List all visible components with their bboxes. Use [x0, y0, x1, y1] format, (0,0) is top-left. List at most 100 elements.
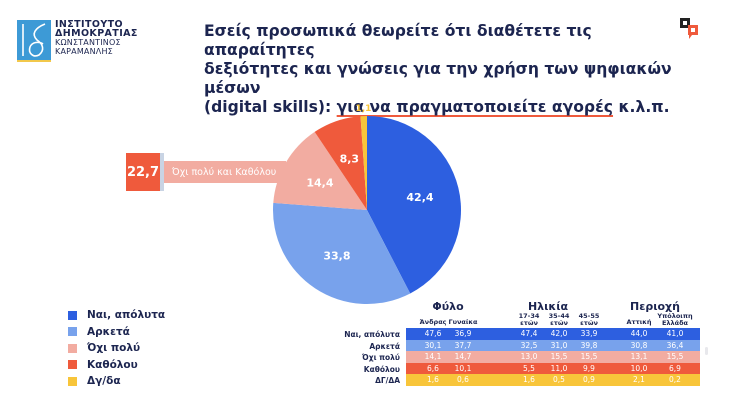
legend-label: Όχι πολύ [87, 342, 141, 355]
callout-divider [160, 153, 164, 191]
table-cell: 47,6 [424, 329, 442, 338]
legend-label: Δγ/δα [87, 375, 121, 388]
pie-slice-label: 33,8 [323, 249, 350, 262]
table-cell: 47,4 [520, 329, 538, 338]
table-row: 1,6 0,6 1,6 0,5 0,9 2,1 0,2 [406, 374, 700, 386]
title-line-3-prefix: (digital skills): [204, 98, 337, 116]
pie-slice-label: 14,4 [306, 177, 333, 190]
row-label: Ναι, απόλυτα [344, 330, 400, 339]
table-cell: 15,5 [666, 352, 684, 362]
column-header: 17-34 ετών [518, 312, 540, 327]
table-cell: 11,0 [550, 363, 568, 373]
pie-slice-label: 1,1 [355, 104, 371, 114]
table-cell: 10,1 [454, 363, 472, 373]
chat-bubbles-icon [680, 18, 700, 40]
legend-swatch-oxi-poly [68, 343, 77, 353]
table-cell: 31,0 [550, 340, 568, 350]
table-cell: 13,1 [630, 352, 648, 362]
legend-swatch-katholou [68, 360, 77, 370]
row-label: Καθόλου [363, 364, 400, 374]
table-cell: 36,4 [666, 340, 684, 350]
table-cell: 1,6 [523, 375, 535, 385]
row-label: Όχι πολύ [362, 353, 400, 363]
legend-swatch-nai [68, 310, 77, 320]
logo-line-4: ΚΑΡΑΜΑΝΛΗΣ [55, 47, 113, 56]
pie-labels: 42,4 33,8 14,4 8,3 1,1 [306, 104, 434, 262]
table-cell: 0,2 [669, 375, 681, 385]
legend-item: Δγ/δα [68, 373, 165, 390]
pie-slice [314, 116, 367, 210]
row-label: Αρκετά [369, 341, 400, 351]
table-cell: 0,6 [457, 375, 469, 385]
table-cell: 30,1 [424, 340, 442, 350]
logo-line-1: ΙΝΣΤΙΤΟΥΤΟ [55, 19, 123, 30]
table-row: 6,6 10,1 5,5 11,0 9,9 10,0 6,9 [406, 362, 700, 375]
legend-label: Καθόλου [87, 358, 138, 371]
column-header: 45-55 ετών [578, 312, 600, 327]
pie-slices [273, 116, 461, 304]
column-header: Υπόλοιπη Ελλάδα [657, 312, 693, 327]
table-cell: 0,9 [583, 375, 595, 385]
institute-logo: ΙΝΣΤΙΤΟΥΤΟ ΔΗΜΟΚΡΑΤΙΑΣ ΚΩΝΣΤΑΝΤΙΝΟΣ ΚΑΡΑ… [17, 20, 137, 62]
table-cell: 5,5 [523, 363, 535, 373]
title-line-2: δεξιότητες και γνώσεις για την χρήση των… [204, 60, 672, 97]
legend-item: Όχι πολύ [68, 340, 165, 357]
chart-legend: Ναι, απόλυτα Αρκετά Όχι πολύ Καθόλου Δγ/… [68, 307, 165, 390]
column-header: Γυναίκα [448, 318, 478, 326]
table-cell: 32,5 [520, 340, 538, 350]
table-cell: 2,1 [633, 375, 645, 385]
title-line-3: (digital skills): για να πραγματοποιείτε… [204, 98, 674, 117]
row-label: ΔΓ/ΔΑ [375, 376, 400, 386]
table-cell: 42,0 [550, 329, 568, 338]
pie-slice [273, 202, 411, 304]
column-header: 35-44 ετών [548, 312, 570, 327]
table-cell: 0,5 [553, 375, 565, 385]
legend-swatch-dgda [68, 376, 77, 386]
logo-line-2: ΔΗΜΟΚΡΑΤΙΑΣ [55, 28, 138, 39]
table-cell: 33,9 [580, 329, 598, 338]
table-cell: 6,6 [427, 363, 439, 373]
table-cell: 1,6 [427, 375, 439, 385]
title-underlined-phrase: για να πραγματοποιείτε αγορές [336, 98, 614, 116]
group-header-ilikia: Ηλικία [527, 300, 569, 313]
title-line-3-suffix: κ.λ.π. [613, 98, 670, 116]
legend-label: Αρκετά [87, 325, 130, 338]
faint-marker [705, 347, 708, 355]
table-row: 47,6 36,9 47,4 42,0 33,9 44,0 41,0 [406, 328, 700, 340]
callout-label: Όχι πολύ και Καθόλου [164, 161, 286, 183]
table-cell: 37,7 [454, 340, 472, 350]
table-cell: 44,0 [630, 329, 648, 338]
pie-slice [273, 131, 367, 210]
legend-item: Καθόλου [68, 357, 165, 374]
table-row: 14,1 14,7 13,0 15,5 15,5 13,1 15,5 [406, 351, 700, 363]
table-cell: 36,9 [454, 329, 472, 338]
table-cell: 9,9 [583, 363, 595, 373]
table-cell: 10,0 [630, 363, 648, 373]
chart-title: Εσείς προσωπικά θεωρείτε ότι διαθέτετε τ… [204, 22, 674, 117]
pie-slice [360, 116, 367, 210]
column-header: Άνδρας [419, 318, 447, 326]
table-cell: 6,9 [669, 363, 681, 373]
table-cell: 41,0 [666, 329, 684, 338]
column-header: Αττική [626, 318, 652, 326]
title-line-1: Εσείς προσωπικά θεωρείτε ότι διαθέτετε τ… [204, 22, 592, 59]
group-header-periochi: Περιοχή [630, 300, 680, 313]
table-cell: 15,5 [580, 352, 598, 362]
table-row: 30,1 37,7 32,5 31,0 39,8 30,8 36,4 [406, 339, 700, 352]
table-cell: 14,7 [454, 352, 472, 362]
legend-swatch-arketa [68, 327, 77, 337]
legend-label: Ναι, απόλυτα [87, 309, 166, 322]
logo-mark-icon [17, 20, 51, 62]
legend-item: Αρκετά [68, 324, 165, 341]
table-cell: 30,8 [630, 340, 648, 350]
table-cell: 15,5 [550, 352, 568, 362]
pie-slice-label: 42,4 [406, 191, 433, 204]
table-cell: 13,0 [520, 352, 538, 362]
pie-slice [367, 116, 461, 294]
group-header-fylo: Φύλο [432, 300, 464, 313]
legend-item: Ναι, απόλυτα [68, 307, 165, 324]
callout-value: 22,7 [126, 153, 160, 191]
pie-slice-label: 8,3 [340, 152, 360, 165]
table-cell: 39,8 [580, 340, 598, 350]
